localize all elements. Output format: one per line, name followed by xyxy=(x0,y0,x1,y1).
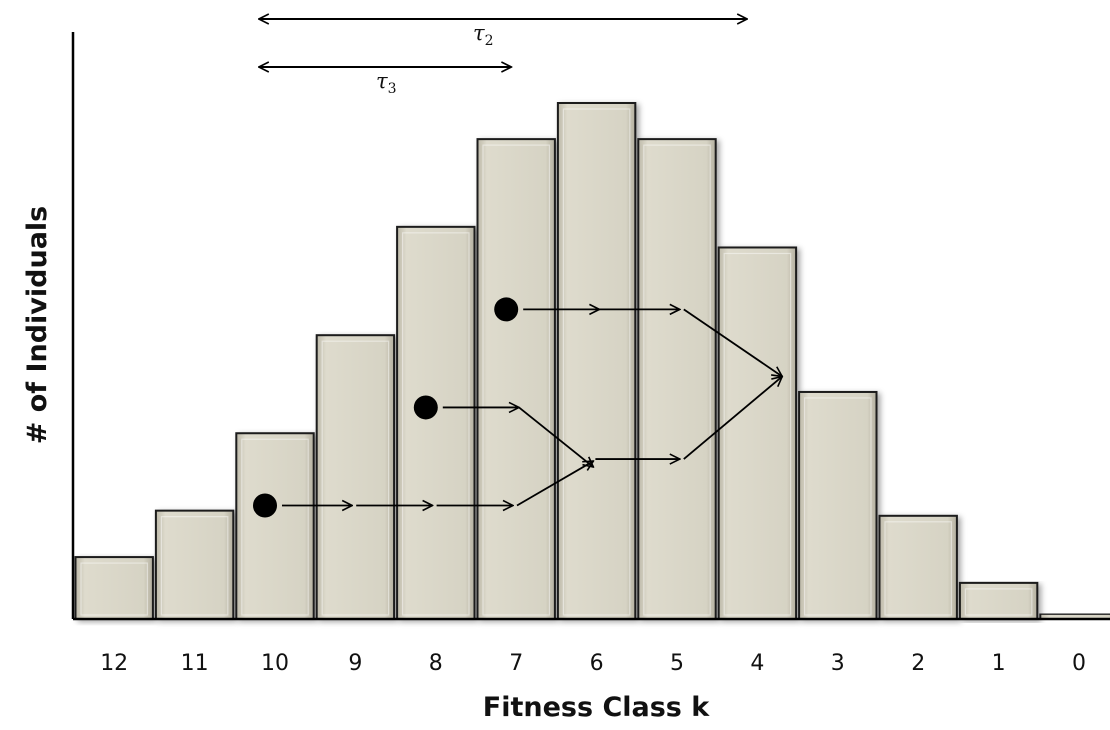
lineage-10 xyxy=(253,461,593,518)
x-tick-label: 11 xyxy=(181,651,209,676)
bar xyxy=(717,246,798,620)
x-tick-label: 9 xyxy=(348,651,362,676)
axes xyxy=(71,32,1110,621)
individual-dot xyxy=(413,395,438,420)
x-tick-label: 10 xyxy=(261,651,289,676)
x-tick-label: 6 xyxy=(590,651,604,676)
lineage-paths xyxy=(253,297,782,518)
lineage-8 xyxy=(413,376,782,467)
bar-bevel xyxy=(562,108,631,616)
bar-class-9 xyxy=(315,334,396,620)
x-tick-labels: 12 11 10 9 8 7 6 5 4 3 2 1 0 xyxy=(100,651,1086,676)
interval-label: τ2 xyxy=(473,21,494,49)
tau-intervals: τ2 τ3 xyxy=(259,19,747,97)
x-tick-label: 1 xyxy=(992,651,1006,676)
bar-class-8 xyxy=(396,225,476,620)
bar-class-7 xyxy=(476,138,556,620)
bar-bevel xyxy=(160,516,229,616)
bar xyxy=(315,334,396,620)
tau-interval-2: τ2 xyxy=(259,19,747,49)
bar-class-2 xyxy=(878,514,958,620)
x-tick-label: 0 xyxy=(1072,651,1086,676)
bar-bevel xyxy=(643,144,711,616)
y-axis-title: # of Individuals xyxy=(22,206,53,445)
lineage-arrow xyxy=(683,376,782,460)
interval-label: τ3 xyxy=(376,69,397,97)
bar xyxy=(476,138,556,620)
bar xyxy=(637,138,717,620)
bar-bevel xyxy=(803,397,872,616)
bar xyxy=(235,432,315,620)
bar-bevel xyxy=(241,438,309,616)
bar-bevel xyxy=(402,232,470,616)
tau-interval-3: τ3 xyxy=(259,67,512,97)
x-tick-label: 8 xyxy=(429,651,443,676)
bar-bevel xyxy=(482,144,551,616)
bar-class-10 xyxy=(235,432,315,620)
bar xyxy=(556,102,637,620)
bar-bevel xyxy=(964,588,1033,616)
bar-bevel xyxy=(723,252,792,616)
bar xyxy=(798,390,878,620)
bar-bevel xyxy=(80,562,149,616)
x-tick-label: 5 xyxy=(670,651,684,676)
lineage-7 xyxy=(494,297,782,376)
x-tick-label: 7 xyxy=(509,651,523,676)
bar-class-3 xyxy=(798,390,878,620)
bar-class-6 xyxy=(556,102,637,620)
bar-class-11 xyxy=(154,509,235,621)
x-tick-label: 4 xyxy=(750,651,764,676)
x-tick-label: 2 xyxy=(911,651,925,676)
individual-dot xyxy=(494,297,519,322)
bar-bevel xyxy=(884,521,953,616)
x-tick-label: 12 xyxy=(100,651,128,676)
bars xyxy=(74,102,1110,621)
bar xyxy=(396,225,476,620)
bar xyxy=(878,514,958,620)
lineage-arrow xyxy=(516,461,593,507)
bar-class-1 xyxy=(958,581,1039,621)
bar-class-12 xyxy=(74,556,154,621)
lineage-arrow xyxy=(683,308,782,376)
bar xyxy=(74,556,154,621)
lineage-arrow xyxy=(518,406,593,467)
x-axis-title: Fitness Class k xyxy=(483,692,711,723)
bar-class-5 xyxy=(637,138,717,620)
bar-bevel xyxy=(321,340,390,616)
bar xyxy=(958,581,1039,621)
individual-dot xyxy=(253,493,277,518)
bar xyxy=(154,509,235,621)
bar-class-4 xyxy=(717,246,798,620)
x-tick-label: 3 xyxy=(831,651,845,676)
